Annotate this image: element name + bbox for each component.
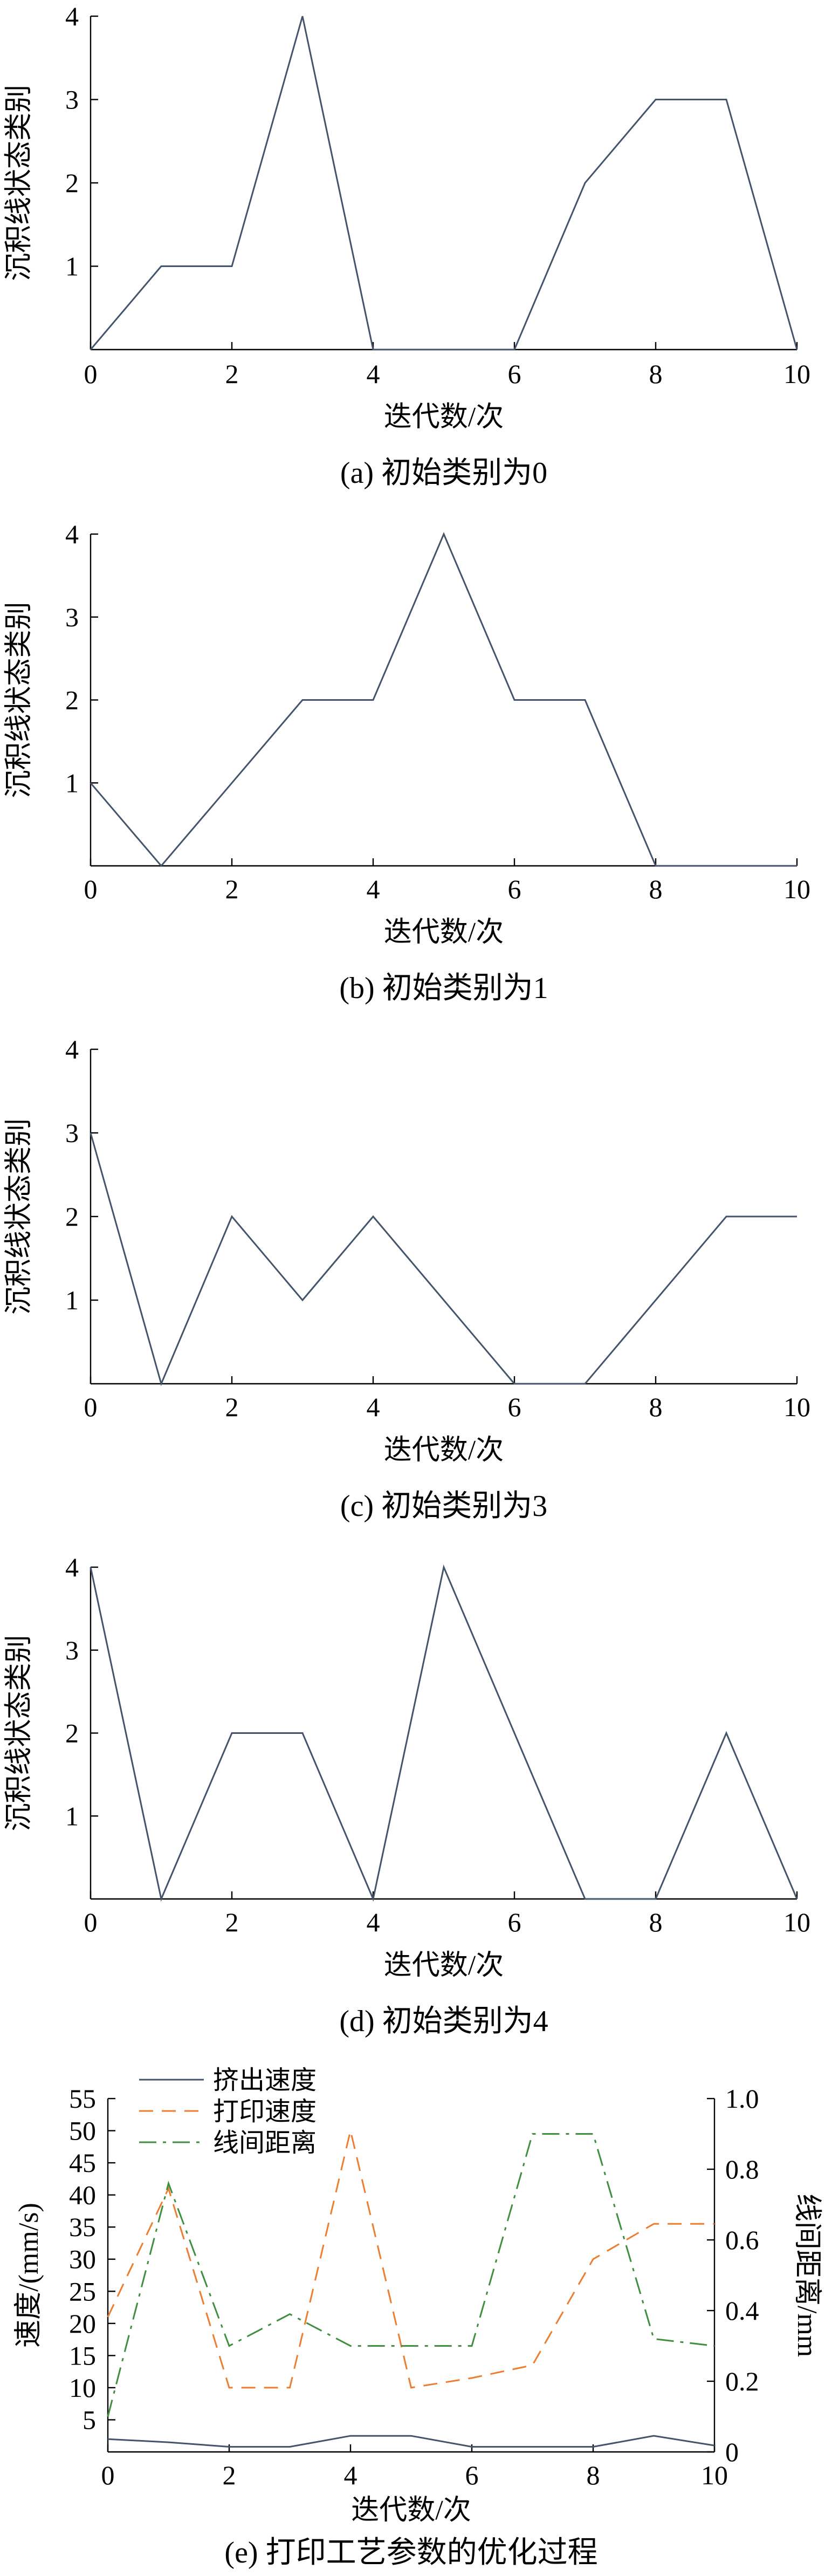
x-tick-label: 2	[223, 2460, 236, 2490]
x-tick-label: 6	[465, 2460, 479, 2490]
y-tick-label: 35	[69, 2212, 96, 2242]
y-tick-label: 2	[65, 168, 79, 198]
x-tick-label: 0	[84, 359, 98, 389]
series-line-0	[90, 532, 797, 867]
y-tick-label: 1	[65, 768, 79, 798]
series-line-线间距离	[107, 2133, 715, 2417]
x-tick-label: 4	[367, 359, 380, 389]
legend-label: 挤出速度	[213, 2066, 317, 2095]
legend-label: 线间距离	[213, 2129, 317, 2157]
y-tick-label: 3	[65, 602, 79, 632]
caption: (c) 初始类别为3	[340, 1489, 547, 1523]
x-tick-label: 8	[649, 874, 663, 904]
y-tick-label: 4	[65, 519, 79, 549]
x-tick-label: 0	[84, 1907, 98, 1937]
x-axis-label: 迭代数/次	[384, 1950, 504, 1981]
x-tick-label: 6	[508, 1392, 521, 1422]
x-tick-label: 4	[344, 2460, 358, 2490]
x-tick-label: 4	[367, 1392, 380, 1422]
x-axis-label: 迭代数/次	[384, 917, 504, 948]
y2-axis-label: 线间距离/mm	[792, 2194, 822, 2357]
y-tick-label: 4	[65, 1, 79, 31]
x-tick-label: 10	[783, 1907, 810, 1937]
y-tick-label: 30	[69, 2244, 96, 2274]
y-tick-label: 3	[65, 85, 79, 115]
x-tick-label: 0	[101, 2460, 115, 2490]
y2-tick-label: 0.8	[725, 2154, 759, 2184]
y-axis-label: 沉积线状态类别	[4, 85, 35, 281]
y-axis-label: 沉积线状态类别	[4, 602, 35, 798]
series-line-0	[90, 1132, 797, 1386]
y-axis-label: 沉积线状态类别	[4, 1635, 35, 1831]
x-axis-label: 迭代数/次	[384, 1435, 504, 1466]
x-tick-label: 10	[783, 1392, 810, 1422]
x-tick-label: 4	[367, 1907, 380, 1937]
y-tick-label: 1	[65, 251, 79, 282]
x-tick-label: 10	[783, 874, 810, 904]
x-tick-label: 8	[649, 359, 663, 389]
series-line-0	[90, 16, 798, 351]
x-tick-label: 8	[649, 1907, 663, 1937]
y-tick-label: 5	[82, 2404, 96, 2435]
x-tick-label: 10	[783, 359, 810, 389]
x-axis-label: 迭代数/次	[351, 2495, 471, 2526]
y-tick-label: 2	[65, 1201, 79, 1232]
y-tick-label: 2	[65, 1718, 79, 1748]
y-tick-label: 40	[69, 2180, 96, 2210]
caption: (a) 初始类别为0	[340, 456, 547, 490]
x-tick-label: 8	[587, 2460, 600, 2490]
x-tick-label: 0	[84, 874, 98, 904]
x-tick-label: 6	[508, 874, 521, 904]
series-line-挤出速度	[107, 2435, 715, 2448]
x-tick-label: 8	[649, 1392, 663, 1422]
y2-tick-label: 0.4	[725, 2295, 759, 2326]
y-tick-label: 1	[65, 1285, 79, 1315]
x-tick-label: 2	[225, 874, 239, 904]
x-tick-label: 2	[225, 1392, 239, 1422]
y-tick-label: 4	[65, 1034, 79, 1064]
caption: (b) 初始类别为1	[339, 972, 548, 1005]
y2-tick-label: 0.2	[725, 2366, 759, 2396]
x-tick-label: 0	[84, 1392, 98, 1422]
y-tick-label: 25	[69, 2276, 96, 2306]
x-tick-label: 6	[508, 359, 521, 389]
legend-label: 打印速度	[213, 2097, 317, 2126]
y-tick-label: 4	[65, 1552, 79, 1582]
caption: (d) 初始类别为4	[339, 2005, 548, 2038]
y-tick-label: 20	[69, 2308, 96, 2339]
y-tick-label: 50	[69, 2116, 96, 2146]
y-tick-label: 15	[69, 2340, 96, 2370]
x-axis-label: 迭代数/次	[384, 402, 504, 433]
x-tick-label: 6	[508, 1907, 521, 1937]
y-tick-label: 3	[65, 1118, 79, 1148]
y-tick-label: 55	[69, 2083, 96, 2114]
y2-tick-label: 1.0	[725, 2083, 759, 2114]
caption: (e) 打印工艺参数的优化过程	[224, 2536, 597, 2570]
y-tick-label: 3	[65, 1635, 79, 1665]
y-tick-label: 1	[65, 1801, 79, 1831]
y-axis-label: 速度/(mm/s)	[13, 2203, 44, 2348]
y2-tick-label: 0.6	[725, 2225, 759, 2255]
x-tick-label: 10	[701, 2460, 728, 2490]
y-tick-label: 45	[69, 2148, 96, 2178]
x-tick-label: 2	[225, 1907, 239, 1937]
y2-tick-label: 0	[725, 2437, 739, 2467]
series-line-0	[90, 1564, 798, 1902]
y-tick-label: 2	[65, 685, 79, 715]
y-tick-label: 10	[69, 2373, 96, 2403]
y-axis-label: 沉积线状态类别	[4, 1118, 35, 1315]
chart-panel-e: 0 2 4 6 8 1051015202530354045505500.20.40.60.…	[13, 2066, 822, 2570]
x-tick-label: 2	[225, 359, 239, 389]
x-tick-label: 4	[367, 874, 380, 904]
series-line-打印速度	[107, 2130, 714, 2389]
